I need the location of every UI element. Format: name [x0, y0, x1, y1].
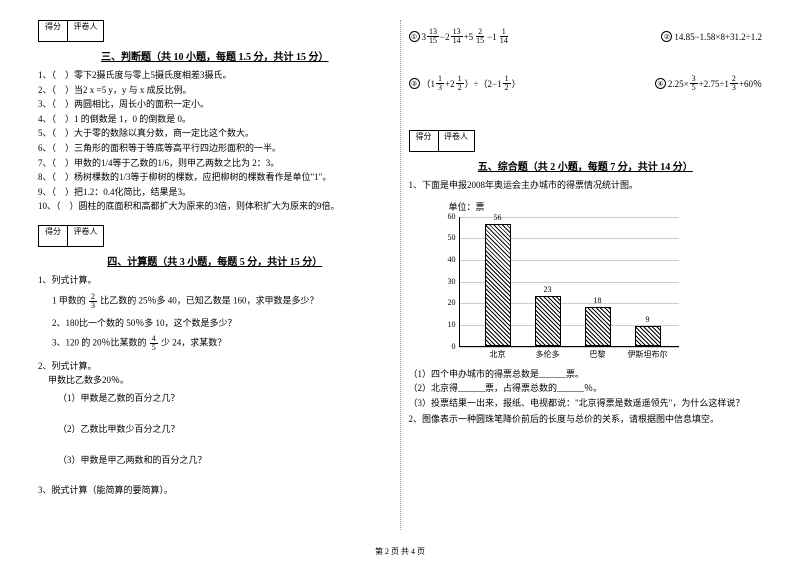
calc-q3: 3、脱式计算（能简算的要简算）。 — [38, 484, 392, 497]
score-box: 得分 评卷人 — [38, 225, 104, 247]
score-label: 得分 — [38, 20, 68, 42]
math-row-2: ③ （1 13 +2 12 ）÷（2−1 12 ） ④ 2.25× 35 +2.… — [409, 75, 763, 92]
fraction: 114 — [498, 28, 510, 45]
text: 14.85−1.58×8+31.2÷1.2 — [674, 32, 762, 42]
fraction: 215 — [474, 28, 486, 45]
judge-item: 9、（ ）把1.2：0.4化简比，结果是3。 — [38, 186, 392, 199]
grader-label: 评卷人 — [68, 225, 104, 247]
score-label: 得分 — [409, 130, 439, 152]
chart-bar — [535, 296, 561, 346]
judge-item: 2、（ ）当2 x =5 y，y 与 x 成反比例。 — [38, 84, 392, 97]
综合-q2: 2、图像表示一种圆珠笔降价前后的长度与总价的关系，请根据图中信息填空。 — [409, 413, 763, 426]
fraction: 12 — [503, 75, 511, 92]
fraction: 1315 — [427, 28, 439, 45]
left-column: 得分 评卷人 三、判断题（共 10 小题，每题 1.5 分，共计 15 分） 1… — [30, 20, 401, 530]
综合-q1-sub2: （2）北京得______票，占得票总数的______％。 — [409, 382, 763, 395]
fraction: 13 — [436, 75, 444, 92]
calc-q2-sub1: （1）甲数是乙数的百分之几？ — [58, 391, 392, 404]
expr-1: ① 3 1315 −2 1314 +5 215 −1 114 — [409, 28, 511, 45]
section-3-items: 1、（ ）零下2摄氏度与零上5摄氏度相差3摄氏。 2、（ ）当2 x =5 y，… — [38, 69, 392, 213]
page-footer: 第 2 页 共 4 页 — [0, 546, 800, 557]
chart-bar — [485, 224, 511, 345]
section-5-title: 五、综合题（共 2 小题，每题 7 分，共计 14 分） — [409, 158, 763, 173]
chart-bar — [585, 307, 611, 346]
grader-label: 评卷人 — [68, 20, 104, 42]
circled-number: ① — [409, 31, 420, 42]
calc-q1-1: 1 甲数的 23 比乙数的 25％多 40，已知乙数是 160，求甲数是多少？ — [52, 293, 392, 310]
fraction: 35 — [690, 75, 698, 92]
judge-item: 5、（ ）大于零的数除以真分数，商一定比这个数大。 — [38, 127, 392, 140]
judge-item: 7、（ ）甲数的1/4等于乙数的1/6，则甲乙两数之比为 2：3。 — [38, 157, 392, 170]
calc-q1-header: 1、列式计算。 — [38, 274, 392, 287]
right-column: ① 3 1315 −2 1314 +5 215 −1 114 ② 14.85−1… — [401, 20, 771, 530]
score-box: 得分 评卷人 — [38, 20, 104, 42]
calc-q2-header: 2、列式计算。 — [38, 360, 392, 373]
math-row-1: ① 3 1315 −2 1314 +5 215 −1 114 ② 14.85−1… — [409, 28, 763, 45]
page-container: 得分 评卷人 三、判断题（共 10 小题，每题 1.5 分，共计 15 分） 1… — [30, 20, 770, 530]
calc-q1-2: 2、180比一个数的 50％多 10，这个数是多少？ — [52, 316, 392, 329]
calc-q2-sub2: （2）乙数比甲数少百分之几？ — [58, 422, 392, 435]
fraction: 23 — [89, 293, 97, 310]
fraction: 12 — [456, 75, 464, 92]
calc-q2-sub3: （3）甲数是甲乙两数和的百分之几？ — [58, 453, 392, 466]
chart-unit: 单位：票 — [449, 200, 679, 213]
section-3-title: 三、判断题（共 10 小题，每题 1.5 分，共计 15 分） — [38, 48, 392, 63]
fraction: 45 — [150, 335, 158, 352]
text: 比乙数的 25％多 40，已知乙数是 160，求甲数是多少？ — [100, 295, 318, 305]
grader-label: 评卷人 — [439, 130, 475, 152]
text: 少 24，求某数？ — [161, 337, 226, 347]
calc-q2-sub0: 甲数比乙数多20％。 — [48, 374, 392, 387]
circled-number: ④ — [655, 78, 666, 89]
judge-item: 4、（ ）1 的倒数是 1，0 的倒数是 0。 — [38, 113, 392, 126]
circled-number: ② — [661, 31, 672, 42]
score-label: 得分 — [38, 225, 68, 247]
judge-item: 10、（ ）圆柱的底面积和高都扩大为原来的3倍，则体积扩大为原来的9倍。 — [38, 200, 392, 213]
section-4-title: 四、计算题（共 3 小题，每题 5 分，共计 15 分） — [38, 253, 392, 268]
综合-q1-sub1: （1）四个申办城市的得票总数是______票。 — [409, 368, 763, 381]
judge-item: 6、（ ）三角形的面积等于等底等高平行四边形面积的一半。 — [38, 142, 392, 155]
judge-item: 3、（ ）两圆相比，周长小的面积一定小。 — [38, 98, 392, 111]
calc-q1-3: 3、120 的 20％比某数的 45 少 24，求某数？ — [52, 335, 392, 352]
fraction: 1314 — [451, 28, 463, 45]
bar-chart: 单位：票 010203040506056北京23多伦多18巴黎9伊斯坦布尔 — [439, 200, 679, 360]
circled-number: ③ — [409, 78, 420, 89]
综合-q1-sub3: （3）投票结果一出来，报纸、电视都说："北京得票是数遥遥领先"，为什么这样说？ — [409, 397, 763, 410]
section-5-header: 得分 评卷人 — [409, 130, 763, 156]
judge-item: 1、（ ）零下2摄氏度与零上5摄氏度相差3摄氏。 — [38, 69, 392, 82]
text: 3、120 的 20％比某数的 — [52, 337, 147, 347]
expr-3: ③ （1 13 +2 12 ）÷（2−1 12 ） — [409, 75, 521, 92]
section-3-header: 得分 评卷人 — [38, 20, 392, 46]
expr-2: ② 14.85−1.58×8+31.2÷1.2 — [661, 28, 762, 45]
chart-bar — [635, 326, 661, 346]
综合-q1: 1、下面是申报2008年奥运会主办城市的得票情况统计图。 — [409, 179, 763, 192]
fraction: 23 — [730, 75, 738, 92]
expr-4: ④ 2.25× 35 +2.75÷1 23 +60％ — [655, 75, 762, 92]
judge-item: 8、（ ）杨树棵数的1/3等于柳树的棵数，应把柳树的棵数看作是单位"1"。 — [38, 171, 392, 184]
score-box: 得分 评卷人 — [409, 130, 475, 152]
section-4-header: 得分 评卷人 — [38, 225, 392, 251]
chart-area: 010203040506056北京23多伦多18巴黎9伊斯坦布尔 — [459, 217, 679, 347]
text: 1 甲数的 — [52, 295, 86, 305]
